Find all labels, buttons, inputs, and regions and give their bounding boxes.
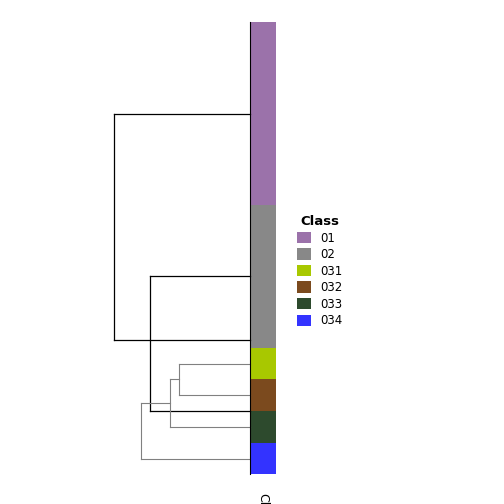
Bar (249, 348, 276, 380)
Legend: 01, 02, 031, 032, 033, 034: 01, 02, 031, 032, 033, 034 (297, 215, 343, 327)
Text: Class: Class (257, 493, 269, 504)
Bar (249, 380, 276, 411)
Bar (249, 205, 276, 348)
Bar (249, 443, 276, 474)
Bar (249, 22, 276, 205)
Bar (249, 411, 276, 443)
